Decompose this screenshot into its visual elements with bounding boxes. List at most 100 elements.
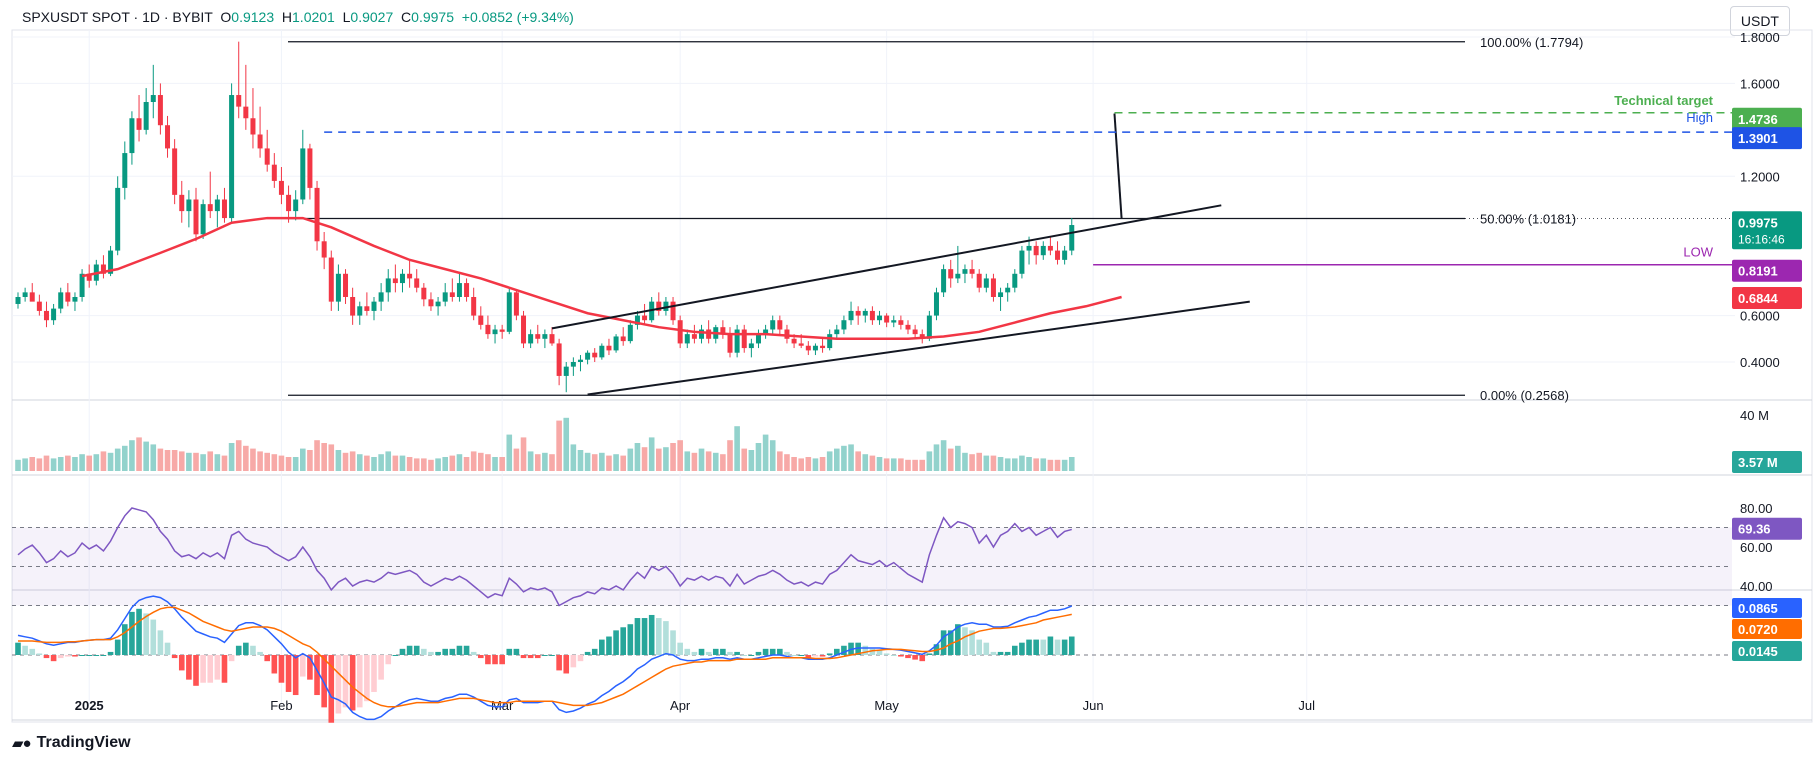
macd-histogram-bar [905, 655, 911, 659]
macd-histogram-bar [777, 648, 783, 655]
volume-bar [29, 457, 36, 471]
fib-level-label: 100.00% (1.7794) [1480, 35, 1583, 50]
candle-body [891, 320, 897, 323]
breakout-projection [1113, 113, 1123, 219]
candle-body [1019, 250, 1025, 274]
volume-bar [606, 455, 612, 471]
volume-axis-label: 40 M [1740, 408, 1769, 423]
macd-histogram-bar [734, 651, 740, 655]
histogram-value-label-bg [1732, 641, 1802, 661]
macd-histogram-bar [748, 655, 755, 656]
volume-bar [207, 451, 214, 471]
volume-bar [413, 458, 420, 471]
candle-body [848, 310, 854, 321]
macd-histogram-bar [1068, 636, 1075, 655]
candle-body [449, 292, 455, 297]
macd-histogram-bar [143, 613, 149, 655]
macd-histogram-bar [300, 655, 306, 677]
volume-bar [307, 450, 313, 471]
channel-lower-line [587, 300, 1250, 396]
volume-bar [905, 459, 911, 471]
candle-body [86, 273, 92, 281]
candle-body [328, 257, 334, 302]
price-tick-label: 1.2000 [1740, 169, 1780, 184]
annotations: Technical target High LOW [324, 93, 1732, 266]
macd-histogram-bar [542, 655, 548, 656]
candle-body [314, 187, 320, 242]
macd-histogram-bar [691, 651, 698, 655]
macd-histogram-bar [969, 630, 975, 655]
candle-body [919, 334, 925, 339]
candle-body [143, 102, 149, 130]
fibonacci-lines: 100.00% (1.7794) 50.00% (1.0181) 0.00% (0.… [288, 35, 1732, 403]
candle-body [720, 327, 726, 335]
candle-body [862, 310, 868, 316]
volume-bar [926, 451, 933, 471]
low-price-label-bg [1732, 259, 1802, 282]
candle-body [599, 345, 605, 358]
volume-bar [527, 451, 534, 471]
volume-bar [812, 458, 819, 471]
candle-body [613, 336, 619, 351]
candle-body [563, 366, 569, 376]
macd-histogram-bar [606, 636, 612, 655]
volume-bar [342, 452, 349, 471]
volume-bar [243, 445, 249, 471]
candle-body [136, 118, 142, 130]
volume-bar [43, 455, 50, 471]
macd-histogram-bar [399, 648, 406, 655]
candle-body [506, 292, 512, 332]
candle-body [378, 292, 384, 302]
macd-histogram-bar [784, 651, 790, 655]
macd-histogram-bar [791, 655, 797, 656]
candle-body [513, 292, 519, 316]
volume-bar [193, 452, 199, 471]
macd-histogram-bar [755, 651, 762, 655]
candle-body [492, 329, 498, 335]
volume-bar [36, 458, 43, 471]
candle-body [791, 338, 797, 344]
macd-histogram-bar [86, 655, 92, 656]
macd-histogram-bar [321, 655, 327, 708]
rsi-pane: 80.00 60.00 40.00 [12, 501, 1773, 607]
candle-body [606, 345, 612, 351]
currency-button[interactable]: USDT [1729, 6, 1790, 36]
volume-bar [791, 457, 797, 471]
price-axis: 1.8000 1.6000 1.2000 0.6000 0.4000 [1740, 30, 1780, 370]
volume-bar [164, 450, 171, 471]
macd-histogram-bar [613, 630, 619, 655]
candle-body [699, 329, 705, 339]
close-label: C [401, 9, 412, 25]
volume-bar [599, 452, 605, 471]
macd-histogram-bar [990, 651, 997, 655]
candle-body [955, 273, 961, 279]
candle-body [998, 292, 1004, 297]
candle-body [528, 334, 534, 344]
candle-body [193, 199, 199, 235]
candle-body [485, 324, 491, 335]
candle-body [691, 334, 697, 339]
candle-body [79, 273, 85, 297]
volume-bar [883, 458, 890, 471]
candle-body [236, 95, 242, 107]
macd-histogram-bar [976, 639, 982, 655]
volume-bar [406, 457, 413, 471]
volume-bar [862, 454, 869, 471]
volume-bar [698, 448, 705, 471]
volume-bar [271, 454, 278, 471]
macd-histogram-bar [392, 655, 399, 656]
macd-histogram-bar [819, 655, 826, 657]
macd-histogram-bar [72, 655, 78, 657]
macd-histogram-bar [485, 655, 491, 665]
price-tick-label: 1.8000 [1740, 30, 1780, 45]
rsi-value-label: 69.36 [1738, 522, 1771, 537]
candle-body [592, 352, 598, 358]
macd-histogram-bar [997, 651, 1004, 655]
macd-histogram-bar [648, 614, 655, 655]
volume-bar [534, 454, 541, 471]
macd-histogram-bar [812, 655, 819, 657]
candle-body [627, 324, 633, 342]
candle-body [727, 334, 733, 353]
macd-histogram-bar [257, 651, 263, 655]
